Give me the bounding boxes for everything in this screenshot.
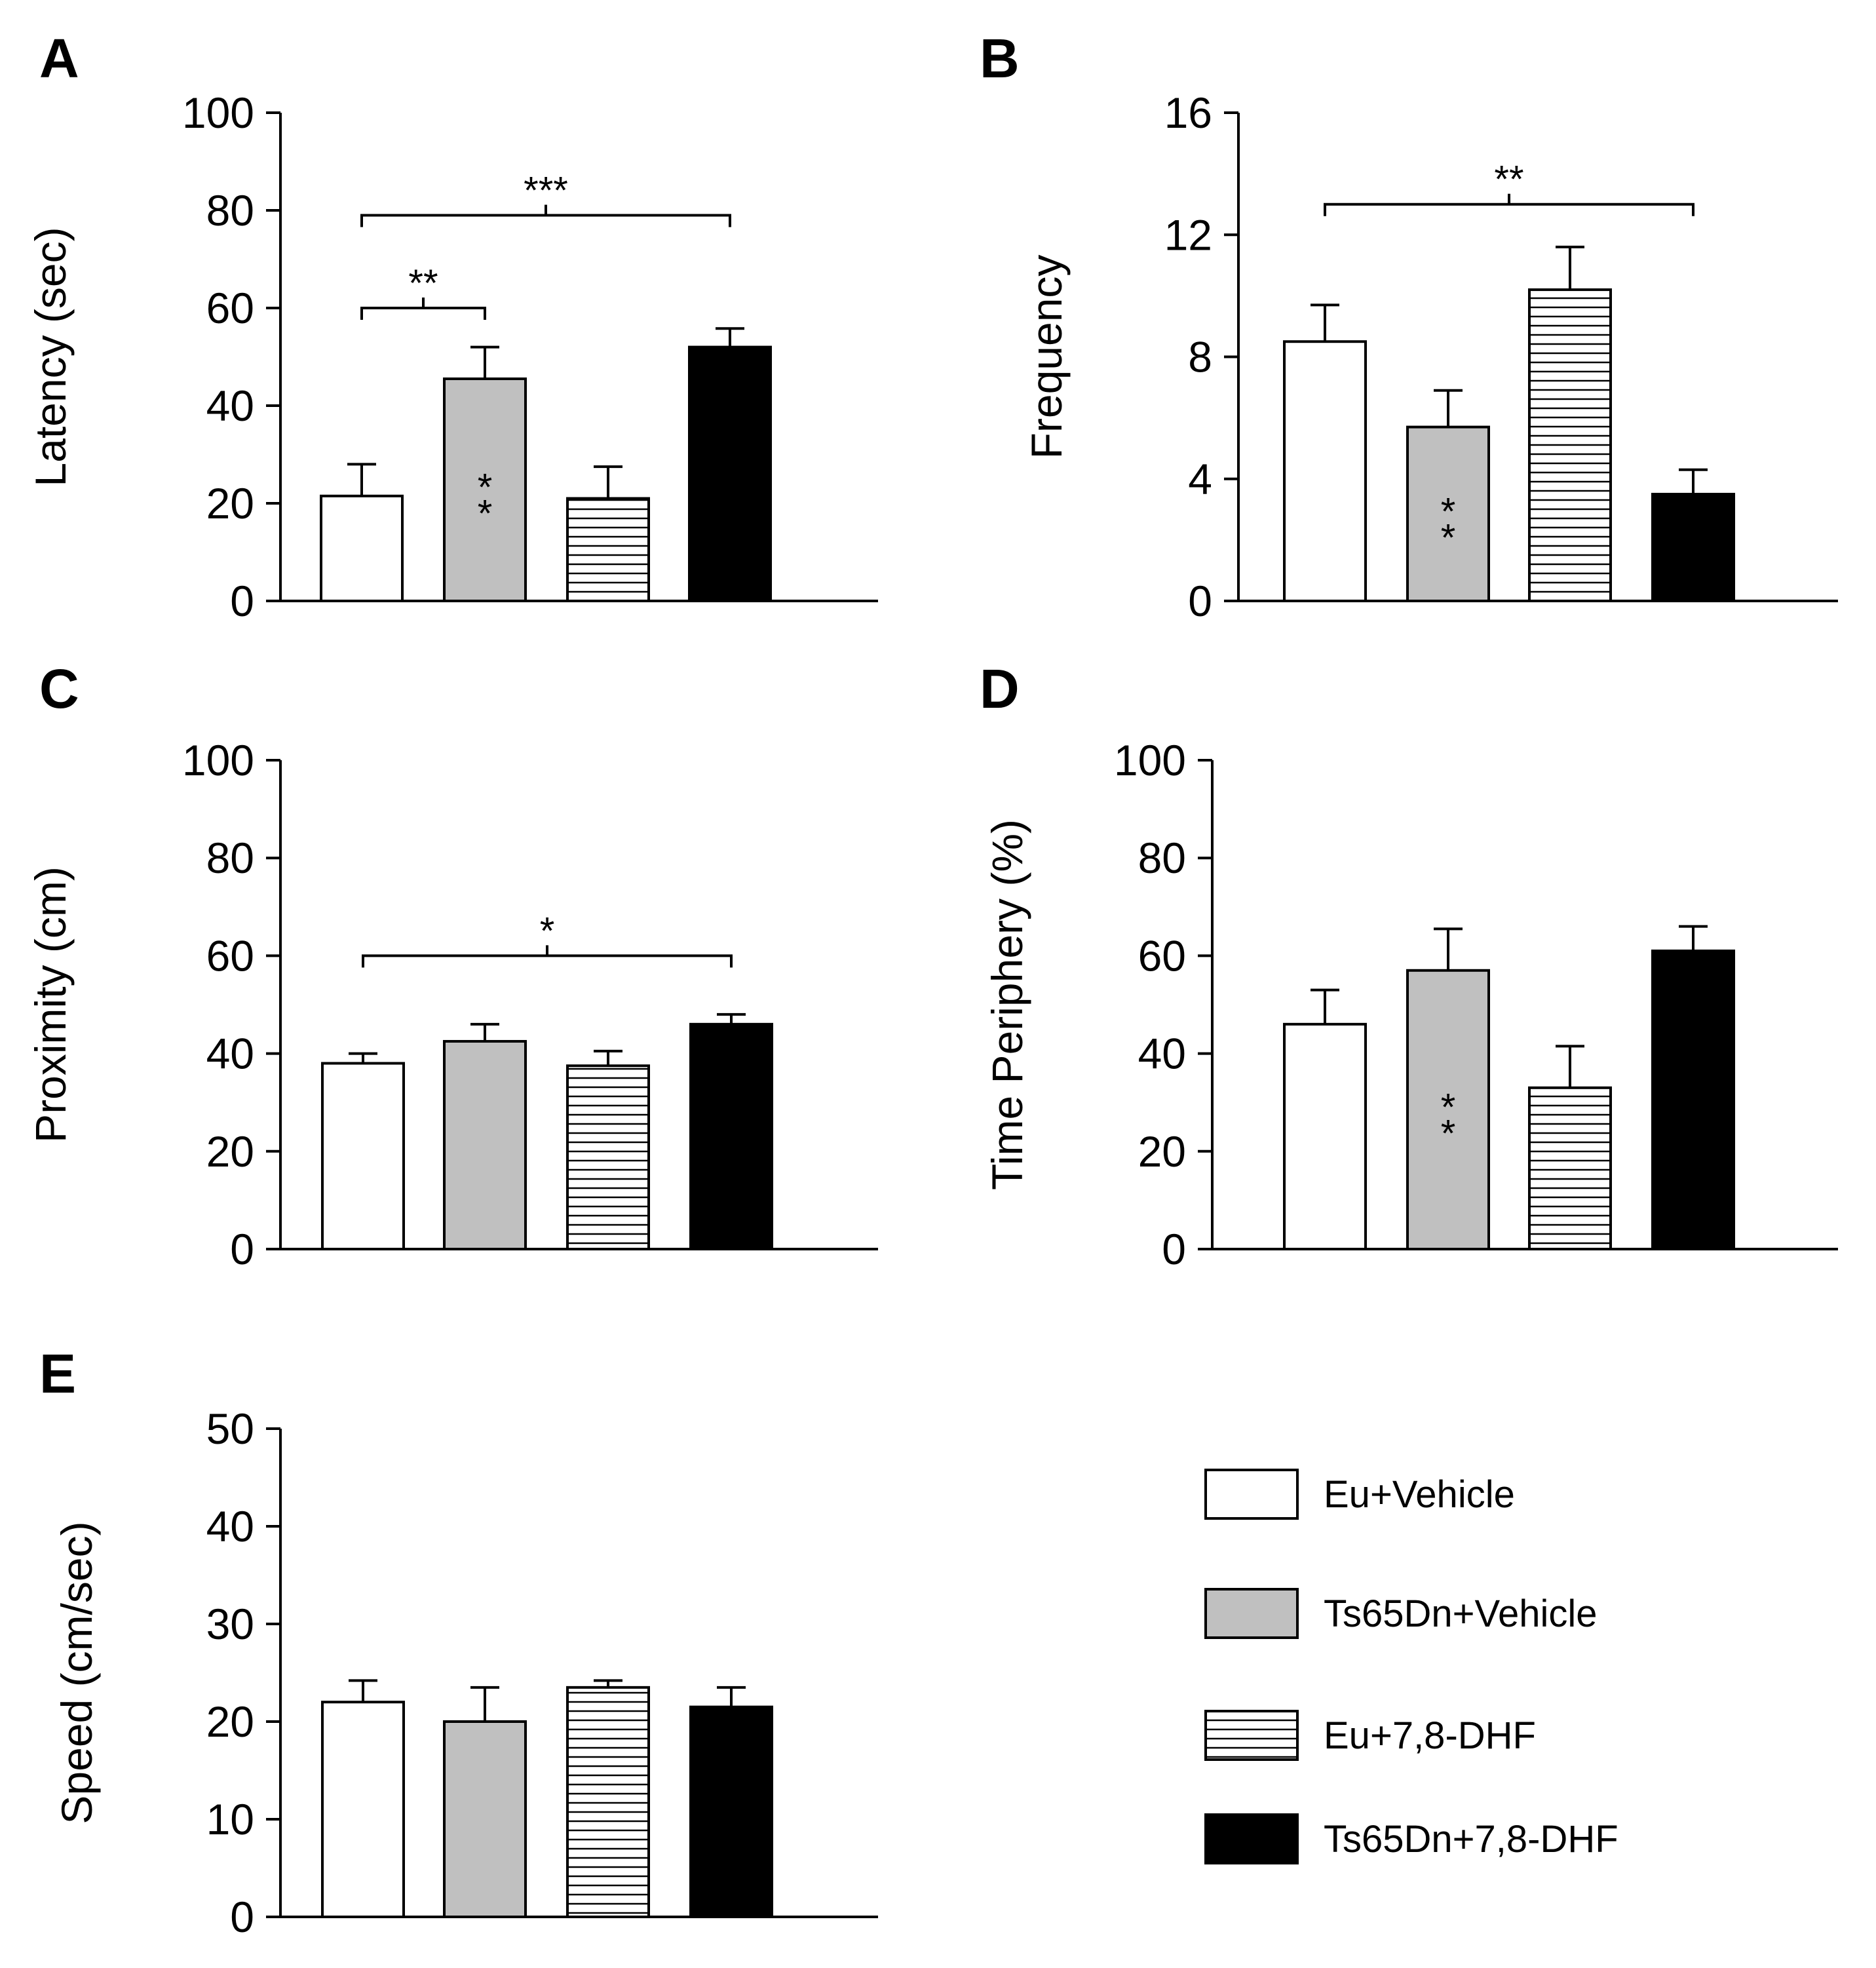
y-tick-label: 20 — [206, 1697, 254, 1746]
comparison-stars: *** — [524, 169, 568, 212]
bar-3 — [566, 497, 650, 602]
bar-2 — [443, 1039, 527, 1250]
bar-4 — [1651, 949, 1735, 1250]
y-tick-label: 60 — [206, 284, 254, 332]
comparison-bracket — [362, 954, 733, 968]
y-tick-label: 20 — [206, 1127, 254, 1176]
y-tick-label: 4 — [1188, 455, 1212, 503]
y-tick-label: 12 — [1164, 210, 1212, 259]
legend: Eu+Vehicle Ts65Dn+Vehicle Eu+7,8-DHF Ts65Dn… — [1204, 1469, 1618, 1864]
y-tick-label: 8 — [1188, 333, 1212, 381]
panel-letter: B — [980, 28, 1020, 89]
y-tick-label: 0 — [230, 1893, 254, 1941]
legend-swatch-1 — [1204, 1469, 1299, 1520]
y-tick-label: 40 — [206, 1030, 254, 1078]
bar-2 — [443, 1720, 527, 1918]
y-tick-label: 0 — [1188, 577, 1212, 625]
legend-label: Eu+7,8-DHF — [1324, 1714, 1536, 1757]
bar-3 — [1528, 288, 1612, 602]
comparison-bracket — [1324, 203, 1694, 216]
bar-1 — [1283, 340, 1367, 602]
y-tick-label: 0 — [230, 1225, 254, 1273]
y-tick-label: 100 — [182, 88, 254, 137]
legend-swatch-2 — [1204, 1588, 1299, 1639]
panel-letter: D — [980, 658, 1020, 720]
y-tick-label: 30 — [206, 1600, 254, 1648]
significance-star: * — [723, 463, 738, 506]
significance-star: * — [723, 490, 738, 532]
y-tick-label: 60 — [1138, 931, 1186, 980]
significance-star: * — [1686, 524, 1701, 567]
bar-3 — [1528, 1086, 1612, 1250]
panel-letter: A — [39, 28, 79, 89]
panel-e: E 0 10 20 30 40 50 Speed (cm/sec) — [39, 1343, 878, 1941]
significance-star: * — [1441, 490, 1456, 533]
significance-star: * — [478, 493, 493, 535]
bar-1 — [320, 494, 404, 603]
bar-4 — [689, 1705, 773, 1918]
bar-4 — [1651, 493, 1735, 602]
significance-star: * — [1686, 550, 1701, 593]
y-tick-label: 100 — [1114, 736, 1186, 784]
panel-letter: C — [39, 658, 79, 720]
significance-star: * — [478, 467, 493, 509]
y-tick-label: 16 — [1164, 88, 1212, 137]
legend-swatch-4 — [1204, 1813, 1299, 1864]
y-tick-label: 0 — [1162, 1225, 1186, 1273]
y-tick-label: 80 — [206, 186, 254, 235]
panel-c: C 0 20 40 60 80 100 Proximity (cm) * * — [26, 658, 878, 1273]
y-tick-label: 10 — [206, 1795, 254, 1843]
legend-label: Ts65Dn+Vehicle — [1324, 1592, 1598, 1635]
y-tick-label: 40 — [1138, 1030, 1186, 1078]
y-tick-label: 80 — [206, 834, 254, 882]
y-axis-title: Time Periphery (%) — [983, 819, 1031, 1190]
y-axis-title: Speed (cm/sec) — [52, 1521, 101, 1824]
y-axis-title: Latency (sec) — [26, 227, 75, 486]
bar-1 — [321, 1701, 405, 1918]
comparison-stars: ** — [408, 262, 438, 305]
significance-star: * — [1441, 1112, 1456, 1155]
legend-label: Eu+Vehicle — [1324, 1473, 1515, 1516]
comparison-bracket — [360, 214, 731, 227]
y-tick-label: 40 — [206, 1502, 254, 1551]
bar-3 — [566, 1686, 650, 1919]
significance-star: * — [723, 437, 738, 480]
y-tick-label: 100 — [182, 736, 254, 784]
bar-1 — [1283, 1022, 1367, 1250]
y-tick-label: 0 — [230, 577, 254, 625]
y-axis-title: Proximity (cm) — [26, 866, 75, 1143]
y-tick-label: 20 — [206, 479, 254, 528]
significance-star: * — [1686, 1089, 1701, 1132]
bar-4 — [689, 1022, 773, 1250]
y-tick-label: 60 — [206, 931, 254, 980]
bar-4 — [688, 345, 772, 602]
significance-star: * — [1441, 516, 1456, 559]
y-tick-label: 20 — [1138, 1127, 1186, 1176]
comparison-stars: ** — [1494, 159, 1523, 201]
significance-star: * — [724, 1126, 739, 1168]
bar-3 — [566, 1064, 650, 1250]
y-tick-label: 50 — [206, 1404, 254, 1453]
y-axis-title: Frequency — [1022, 255, 1071, 459]
comparison-bracket — [360, 307, 486, 320]
comparison-stars: * — [540, 910, 555, 952]
y-tick-label: 80 — [1138, 834, 1186, 882]
y-tick-label: 40 — [206, 381, 254, 430]
panel-letter: E — [39, 1343, 76, 1404]
significance-star: * — [1441, 1086, 1456, 1129]
legend-swatch-3 — [1204, 1710, 1299, 1761]
legend-label: Ts65Dn+7,8-DHF — [1324, 1818, 1618, 1861]
bar-1 — [321, 1062, 405, 1251]
